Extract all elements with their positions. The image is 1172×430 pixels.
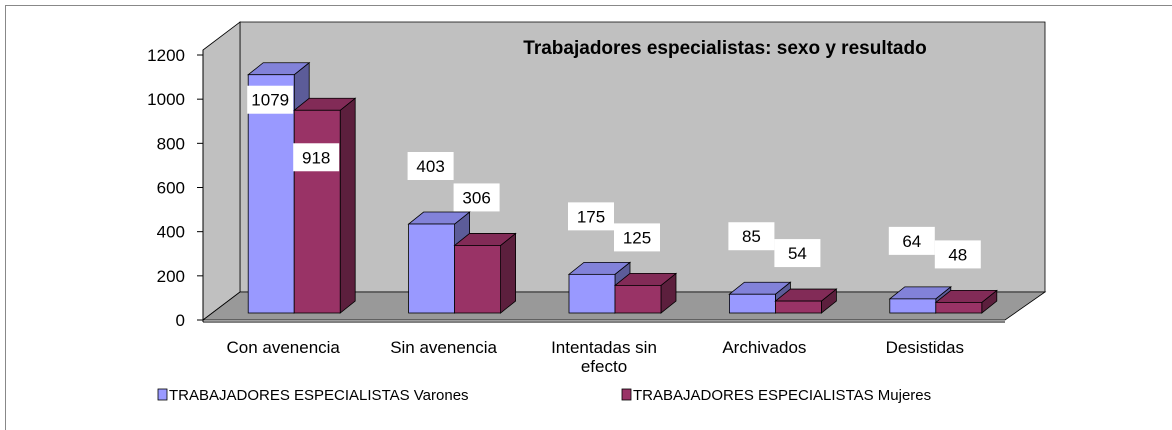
y-tick-label: 600 [157,179,185,198]
bar-side [500,232,516,314]
data-label-box [453,183,500,212]
legend-label: TRABAJADORES ESPECIALISTAS Mujeres [633,387,931,404]
data-label-box [728,222,775,251]
data-label-box [407,152,454,181]
y-tick-label: 200 [157,267,185,286]
data-label: 175 [568,202,614,231]
x-tick-label: Archivados [722,338,807,357]
chart-title: Trabajadores especialistas: sexo y resul… [523,38,926,59]
bar [889,298,937,314]
data-label-box [888,226,935,255]
bar [729,293,776,314]
data-label-box [614,223,660,252]
data-label-text: 85 [742,227,761,246]
x-tick-label: Intentadas sin efecto [551,338,657,376]
data-label-text: 48 [948,245,967,264]
x-tick-label: Desistidas [885,338,964,357]
bar [935,301,983,314]
data-label: 64 [888,226,935,255]
bar [775,300,822,314]
data-label-box [568,202,614,231]
data-label: 403 [407,152,454,181]
y-tick-label: 0 [176,311,185,330]
bar-side [339,97,356,314]
bar [408,223,456,314]
data-label: 85 [728,222,775,251]
data-label-text: 64 [902,232,921,251]
data-label-box [934,240,981,269]
x-tick-label: Sin avenencia [390,338,497,357]
data-label: 306 [453,183,500,212]
data-label-box [774,239,821,268]
legend-swatch [157,388,168,401]
data-label-text: 918 [302,148,330,167]
data-label: 125 [614,223,660,252]
bar [293,109,341,314]
side-wall [202,21,241,321]
bar [454,245,502,314]
bar [568,273,616,314]
data-label-text: 175 [577,207,605,226]
data-label: 918 [293,143,340,172]
bar [614,284,662,314]
legend-label: TRABAJADORES ESPECIALISTAS Varones [169,387,469,404]
y-tick-label: 1200 [147,46,185,65]
data-label: 1079 [247,85,294,114]
data-label-text: 403 [416,157,444,176]
data-label-text: 306 [462,188,490,207]
y-tick-label: 1000 [147,90,185,109]
data-label: 48 [934,240,981,269]
data-label-box [293,143,340,172]
data-label-box [247,85,294,114]
y-tick-label: 800 [157,134,185,153]
bar [247,74,295,314]
data-label-text: 54 [788,244,807,263]
y-tick-label: 400 [157,223,185,242]
x-tick-label: Con avenencia [226,338,340,357]
frame [5,5,1172,430]
data-label-text: 1079 [251,91,289,110]
data-label-text: 125 [623,228,651,247]
legend-swatch [621,388,632,401]
data-label: 54 [774,239,821,268]
